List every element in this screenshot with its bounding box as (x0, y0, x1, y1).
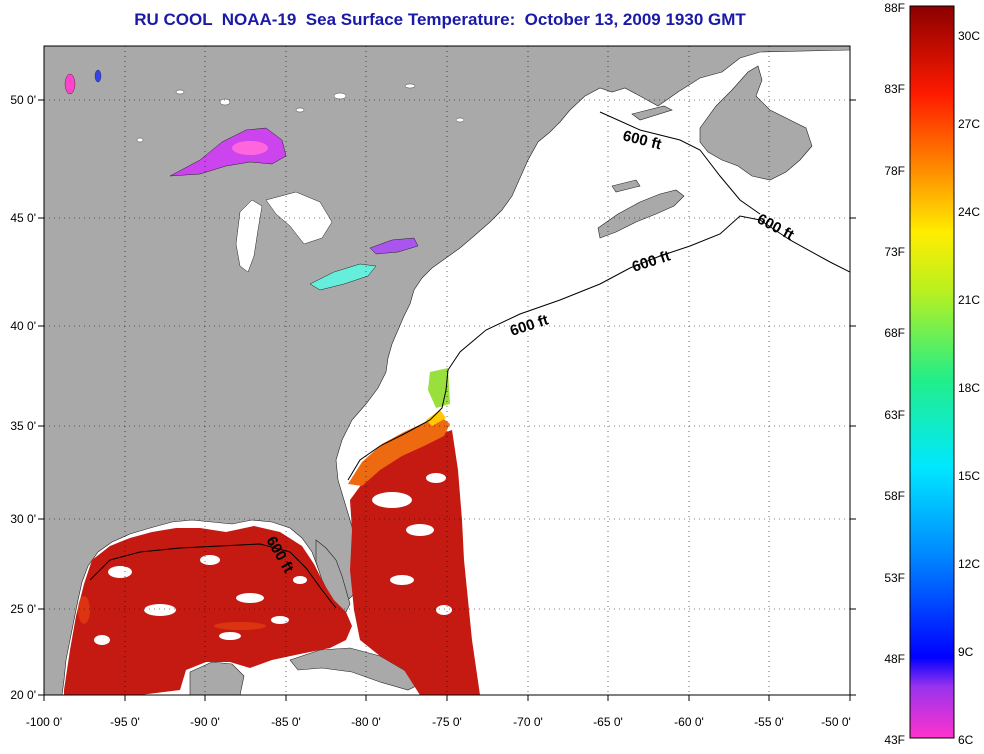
lat-label: 30 0' (10, 512, 36, 526)
colorbar-f-label: 43F (884, 733, 905, 747)
isobath-600ft-north (599, 111, 761, 215)
land-newfoundland (699, 65, 813, 181)
lon-label: -60 0' (674, 715, 704, 729)
lon-label: -50 0' (821, 715, 851, 729)
colorbar-f-label: 73F (884, 245, 905, 259)
lon-label: -75 0' (432, 715, 462, 729)
colorbar-f-label: 63F (884, 408, 905, 422)
sst-gulf-of-mexico (64, 526, 352, 695)
warm-bands-gulf (78, 596, 266, 630)
lake-michigan (235, 199, 263, 273)
colorbar-f-label: 58F (884, 489, 905, 503)
lon-label: -100 0' (26, 715, 62, 729)
lake-superior-warm (232, 141, 268, 155)
colorbar-f-label: 68F (884, 326, 905, 340)
cloud-gaps-atlantic (372, 473, 452, 615)
colorbar-c-labels: 30C 27C 24C 21C 18C 15C 12C 9C 6C (958, 29, 980, 747)
lat-label: 20 0' (10, 688, 36, 702)
colorbar-c-label: 27C (958, 117, 980, 131)
lat-label: 50 0' (10, 93, 36, 107)
gridlines (44, 46, 850, 695)
lake-superior (169, 127, 287, 177)
colorbar-f-label: 88F (884, 1, 905, 15)
lat-label: 45 0' (10, 211, 36, 225)
lake-erie (309, 263, 377, 291)
land-cuba (289, 647, 421, 691)
colorbar-f-label: 83F (884, 82, 905, 96)
colorbar-c-label: 18C (958, 381, 980, 395)
sst-gulf-stream (348, 416, 450, 486)
colorbar-f-label: 78F (884, 164, 905, 178)
colorbar-c-label: 12C (958, 557, 980, 571)
colorbar-f-labels: 88F 83F 78F 73F 68F 63F 58F 53F 48F 43F (884, 1, 905, 747)
lat-label: 25 0' (10, 602, 36, 616)
lat-label: 40 0' (10, 319, 36, 333)
land-anticosti (631, 105, 673, 121)
lon-label: -70 0' (513, 715, 543, 729)
lake-ontario (369, 237, 419, 255)
lon-label: -65 0' (593, 715, 623, 729)
colorbar-c-label: 6C (958, 733, 974, 747)
colorbar (909, 5, 955, 739)
colorbar-c-label: 30C (958, 29, 980, 43)
colorbar-c-label: 15C (958, 469, 980, 483)
small-lakes (64, 69, 465, 143)
colorbar-f-label: 53F (884, 571, 905, 585)
colorbar-f-label: 48F (884, 652, 905, 666)
sst-gulf-stream-edge (426, 410, 446, 426)
colorbar-c-label: 9C (958, 645, 974, 659)
lon-labels: -100 0' -95 0' -90 0' -85 0' -80 0' -75 … (26, 715, 851, 729)
land-florida (315, 539, 351, 613)
cloud-gaps-gulf (94, 555, 307, 645)
land-pei (611, 179, 641, 193)
lon-label: -90 0' (190, 715, 220, 729)
figure-title: RU COOL NOAA-19 Sea Surface Temperature:… (134, 10, 746, 29)
colorbar-c-label: 21C (958, 293, 980, 307)
lat-label: 35 0' (10, 419, 36, 433)
lat-labels: 20 0' 25 0' 30 0' 35 0' 40 0' 45 0' 50 0… (10, 93, 36, 702)
lon-label: -55 0' (754, 715, 784, 729)
lon-label: -95 0' (110, 715, 140, 729)
map-canvas (44, 46, 850, 695)
colorbar-c-label: 24C (958, 205, 980, 219)
land-nova-scotia (597, 189, 685, 239)
lon-label: -80 0' (351, 715, 381, 729)
lon-label: -85 0' (271, 715, 301, 729)
axis-ticks (38, 99, 856, 701)
